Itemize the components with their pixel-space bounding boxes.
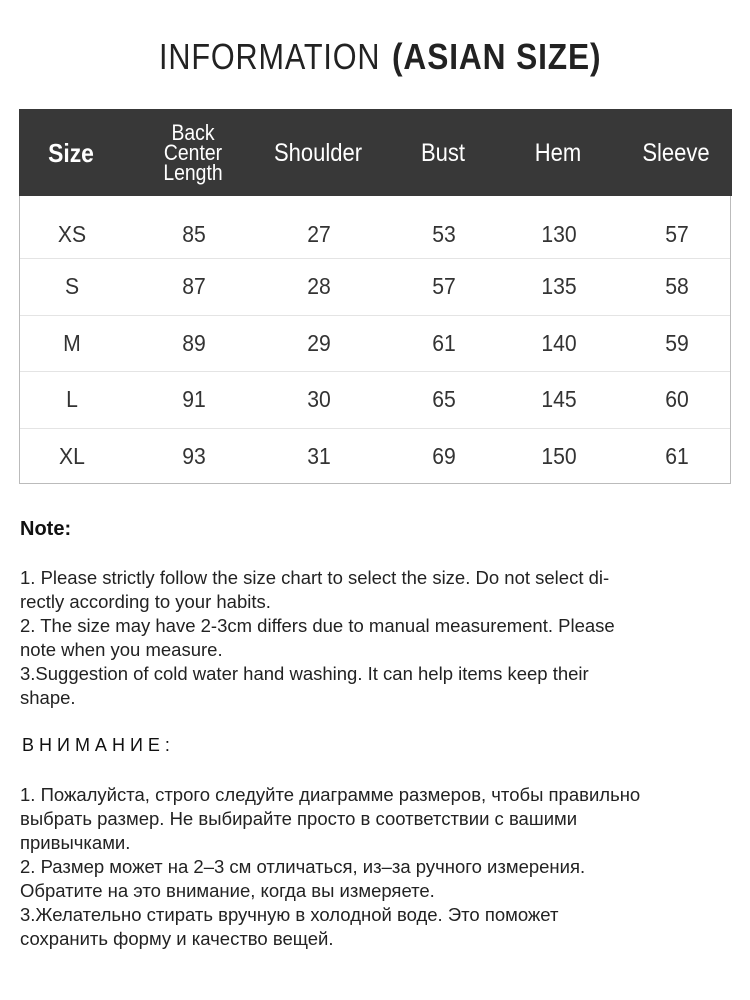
table-cell: 85 (182, 220, 206, 247)
table-cell: 59 (665, 329, 689, 356)
table-cell: 27 (307, 220, 331, 247)
table-cell: 28 (307, 273, 331, 299)
table-cell: 135 (541, 273, 577, 299)
table-cell: 60 (665, 386, 689, 412)
column-header: Bust (420, 138, 466, 167)
table-cell: 91 (182, 386, 206, 412)
table-cell: 31 (307, 442, 331, 469)
table-row: L 91 30 65 145 60 (20, 371, 730, 429)
size-table: Size Back Center Length Shoulder Bust Hem Sle… (19, 109, 732, 484)
table-cell: 30 (307, 386, 331, 412)
table-header: Size Back Center Length Shoulder Bust Hem Sle… (19, 109, 732, 196)
table-row: XL 93 31 69 150 61 (20, 428, 730, 484)
table-cell: 145 (541, 386, 577, 412)
table-cell: 130 (541, 220, 577, 247)
russian-note-text: 1. Пожалуйста, строго следуйте диаграмме… (20, 784, 641, 949)
russian-note-heading: ВНИМАНИЕ: (22, 735, 175, 755)
table-cell: 29 (307, 329, 331, 356)
table-cell: 150 (541, 442, 577, 469)
table-cell: S (64, 273, 80, 299)
column-header: Hem (534, 138, 582, 167)
table-cell: XL (59, 442, 85, 469)
title-bold: (ASIAN SIZE) (391, 36, 602, 77)
note-text: 1. Please strictly follow the size chart… (20, 567, 615, 708)
table-cell: 61 (665, 442, 689, 469)
table-cell: XS (57, 220, 87, 247)
table-cell: L (66, 386, 78, 412)
table-cell: 58 (665, 273, 689, 299)
table-cell: 93 (182, 442, 206, 469)
column-header: Shoulder (273, 138, 363, 167)
table-cell: 65 (432, 386, 456, 412)
table-cell: 57 (432, 273, 456, 299)
table-cell: M (63, 329, 81, 356)
column-header: Size (48, 137, 94, 168)
table-row: S 87 28 57 135 58 (20, 258, 730, 316)
table-row: XS 85 27 53 130 57 (20, 196, 730, 259)
table-cell: 69 (432, 442, 456, 469)
table-cell: 61 (432, 329, 456, 356)
title-light: INFORMATION (159, 36, 381, 77)
table-cell: 89 (182, 329, 206, 356)
column-header: Sleeve (642, 138, 710, 167)
note-heading: Note: (20, 518, 72, 540)
table-cell: 57 (665, 220, 689, 247)
column-header: Back Center Length (163, 119, 223, 185)
page-title: INFORMATION (ASIAN SIZE) (0, 36, 750, 78)
table-cell: 53 (432, 220, 456, 247)
table-cell: 140 (541, 329, 577, 356)
table-row: M 89 29 61 140 59 (20, 315, 730, 372)
table-cell: 87 (182, 273, 206, 299)
